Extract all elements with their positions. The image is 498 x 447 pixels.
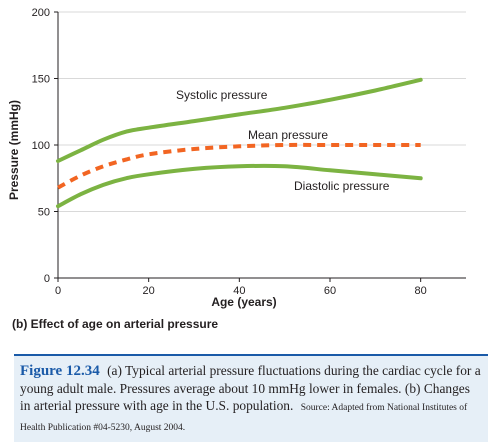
series-label-diastolic: Diastolic pressure [294,179,390,193]
y-tick-label-0: 0 [44,273,50,285]
series-label-mean: Mean pressure [248,128,328,142]
caption-source: Source: Adapted from National Institutes… [20,403,468,433]
axes [54,11,466,282]
caption-text: (a) Typical arterial pressure fluctuatio… [20,363,481,413]
x-tick-label-20: 20 [143,285,155,297]
y-axis-title: Pressure (mmHg) [7,100,21,200]
y-tick-label-50: 50 [38,207,50,219]
series-line-1 [57,142,421,190]
y-tick-label-200: 200 [32,7,50,19]
figure-caption: Figure 12.34 (a) Typical arterial pressu… [14,354,488,442]
grid-lines [58,11,466,212]
tick-labels: 0 50 100 150 200 0 20 40 60 80 [32,7,427,297]
figure-label: Figure 12.34 [20,363,100,379]
y-tick-label-150: 150 [32,74,50,86]
data-series [56,77,423,209]
y-tick-label-100: 100 [32,140,50,152]
x-axis-title: Age (years) [211,295,276,309]
series-line-0 [56,77,423,163]
x-tick-label-60: 60 [324,285,336,297]
x-tick-label-80: 80 [415,285,427,297]
line-chart: 0 50 100 150 200 0 20 40 60 80 Age (years) Pressu… [7,7,466,331]
series-line-2 [56,163,423,209]
x-tick-label-0: 0 [55,285,61,297]
x-tick-label-40: 40 [233,285,245,297]
series-label-systolic: Systolic pressure [176,88,268,102]
panel-title: (b) Effect of age on arterial pressure [12,317,218,331]
